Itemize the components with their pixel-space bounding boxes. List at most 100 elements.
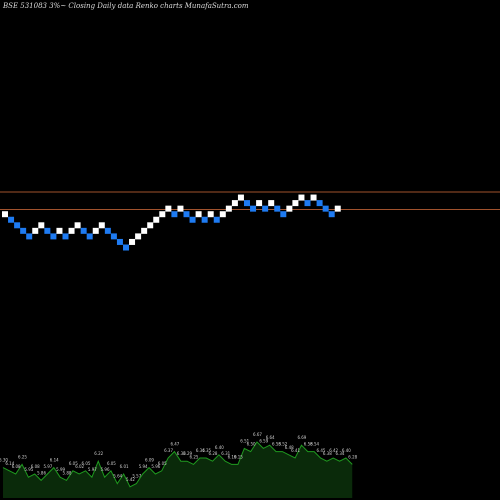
- renko-brick-down: [274, 205, 281, 212]
- volume-label: 6.25: [190, 454, 199, 459]
- renko-brick-down: [304, 200, 311, 207]
- renko-brick-up: [68, 227, 75, 234]
- renko-brick-down: [80, 227, 87, 234]
- volume-label: 5.95: [24, 467, 33, 472]
- volume-label: 6.45: [317, 448, 326, 453]
- volume-label: 6.09: [145, 458, 154, 463]
- volume-label: 5.97: [43, 464, 52, 469]
- volume-label: 6.28: [209, 451, 218, 456]
- renko-brick-up: [219, 211, 226, 218]
- volume-label: 6.32: [177, 451, 186, 456]
- renko-brick-up: [92, 227, 99, 234]
- volume-label: 6.19: [228, 454, 237, 459]
- volume-label: 5.99: [56, 467, 65, 472]
- renko-brick-up: [310, 194, 317, 201]
- renko-brick-up: [129, 238, 136, 245]
- volume-label: 6.37: [164, 448, 173, 453]
- renko-brick-down: [50, 233, 57, 240]
- volume-label: 6.34: [196, 448, 205, 453]
- renko-brick-down: [20, 227, 27, 234]
- volume-label: 6.30: [0, 458, 8, 463]
- volume-label: 6.15: [234, 454, 243, 459]
- renko-brick-down: [116, 238, 123, 245]
- renko-brick-down: [322, 205, 329, 212]
- volume-label: 6.28: [348, 454, 357, 459]
- renko-brick-down: [104, 227, 111, 234]
- renko-brick-up: [292, 200, 299, 207]
- renko-brick-up: [135, 233, 142, 240]
- renko-brick-down: [171, 211, 178, 218]
- renko-brick-up: [165, 205, 172, 212]
- renko-brick-up: [74, 222, 81, 229]
- renko-brick-down: [280, 211, 287, 218]
- volume-line: [2, 441, 353, 488]
- volume-label: 6.22: [94, 451, 103, 456]
- volume-label: 6.14: [5, 461, 14, 466]
- renko-brick-up: [286, 205, 293, 212]
- volume-label: 6.40: [342, 448, 351, 453]
- volume-label: 5.42: [126, 477, 135, 482]
- renko-brick-down: [201, 216, 208, 223]
- renko-brick-up: [177, 205, 184, 212]
- volume-label: 6.50: [247, 442, 256, 447]
- renko-brick-up: [207, 211, 214, 218]
- volume-label: 6.67: [253, 432, 262, 437]
- renko-brick-up: [38, 222, 45, 229]
- volume-label: 6.51: [240, 438, 249, 443]
- renko-brick-up: [147, 222, 154, 229]
- renko-brick-down: [26, 233, 33, 240]
- renko-brick-down: [316, 200, 323, 207]
- volume-label: 6.48: [285, 445, 294, 450]
- renko-brick-up: [334, 205, 341, 212]
- volume-label: 6.53: [272, 442, 281, 447]
- volume-label: 6.41: [291, 448, 300, 453]
- renko-brick-down: [14, 222, 21, 229]
- renko-brick-down: [213, 216, 220, 223]
- renko-brick-down: [86, 233, 93, 240]
- renko-brick-up: [153, 216, 160, 223]
- volume-label: 6.05: [69, 461, 78, 466]
- renko-brick-down: [8, 216, 15, 223]
- renko-brick-up: [32, 227, 39, 234]
- renko-brick-up: [2, 211, 8, 218]
- volume-label: 6.05: [158, 461, 167, 466]
- volume-label: 6.29: [183, 451, 192, 456]
- volume-label: 5.96: [151, 464, 160, 469]
- volume-label: 6.52: [278, 442, 287, 447]
- renko-brick-up: [98, 222, 105, 229]
- renko-brick-down: [244, 200, 250, 207]
- volume-label: 6.35: [202, 448, 211, 453]
- renko-brick-down: [328, 211, 335, 218]
- volume-label: 6.38: [323, 451, 332, 456]
- volume-label: 6.02: [75, 464, 84, 469]
- volume-label: 5.94: [139, 464, 148, 469]
- volume-label: 5.86: [37, 470, 46, 475]
- renko-brick-down: [110, 233, 117, 240]
- renko-brick-up: [268, 200, 275, 207]
- renko-brick-up: [159, 211, 166, 218]
- volume-label: 6.64: [266, 435, 275, 440]
- volume-label: 6.01: [120, 464, 129, 469]
- volume-label: 6.47: [170, 442, 179, 447]
- renko-brick-down: [183, 211, 190, 218]
- volume-label: 5.96: [101, 467, 110, 472]
- renko-brick-up: [256, 200, 263, 207]
- renko-brick-up: [141, 227, 148, 234]
- renko-brick-up: [225, 205, 232, 212]
- renko-brick-down: [262, 205, 269, 212]
- volume-label: 6.08: [31, 464, 40, 469]
- renko-brick-up: [237, 194, 244, 201]
- volume-label: 6.08: [12, 464, 21, 469]
- renko-brick-up: [298, 194, 305, 201]
- volume-label: 5.97: [88, 467, 97, 472]
- volume-label: 6.05: [82, 461, 91, 466]
- volume-label: 6.05: [107, 461, 116, 466]
- volume-label: 5.57: [132, 474, 141, 479]
- volume-label: 6.42: [329, 448, 338, 453]
- renko-brick-down: [189, 216, 196, 223]
- renko-brick-down: [62, 233, 69, 240]
- volume-label: 6.25: [18, 454, 27, 459]
- volume-label: 6.69: [297, 435, 306, 440]
- renko-brick-up: [231, 200, 238, 207]
